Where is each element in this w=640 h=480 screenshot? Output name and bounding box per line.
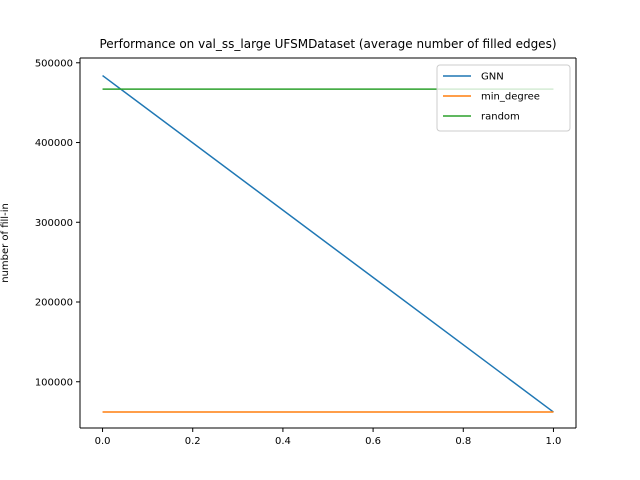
y-tick-label: 200000	[35, 298, 73, 309]
y-axis-label: number of fill-in	[0, 203, 11, 283]
x-tick-label: 1.0	[546, 436, 562, 447]
y-tick-label: 300000	[35, 218, 73, 229]
legend-label-random: random	[481, 112, 520, 123]
x-tick-label: 0.2	[185, 436, 201, 447]
plot-frame	[79, 57, 577, 429]
x-tick-label: 0.8	[455, 436, 471, 447]
chart-title: Performance on val_ss_large UFSMDataset …	[99, 37, 556, 51]
y-axis: 100000 200000 300000 400000 500000	[35, 58, 80, 388]
y-tick-label: 400000	[35, 138, 73, 149]
legend-box	[436, 64, 571, 132]
x-tick-label: 0.0	[95, 436, 111, 447]
x-tick-label: 0.4	[275, 436, 291, 447]
y-tick-label: 500000	[35, 58, 73, 69]
x-axis: 0.0 0.2 0.4 0.6 0.8 1.0	[95, 428, 562, 447]
legend-label-GNN: GNN	[481, 72, 504, 83]
y-tick-label: 100000	[35, 377, 73, 388]
legend-label-min-degree: min_degree	[481, 92, 540, 103]
series-line-GNN	[102, 74, 554, 413]
x-tick-label: 0.6	[365, 436, 381, 447]
